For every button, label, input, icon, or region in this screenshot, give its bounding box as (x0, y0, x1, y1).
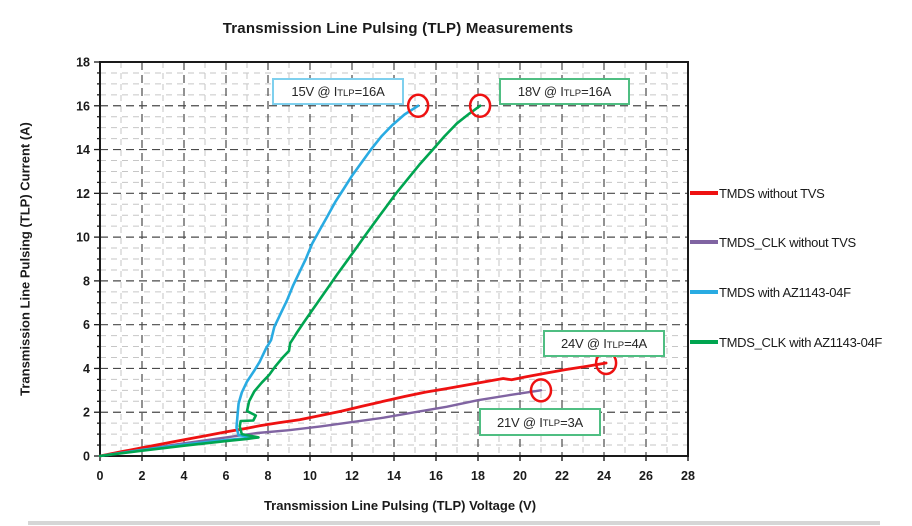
x-tick-label: 6 (223, 469, 230, 483)
series-line (98, 389, 543, 458)
annotation-text: TLP (606, 339, 625, 351)
x-axis-label: Transmission Line Pulsing (TLP) Voltage … (263, 498, 537, 513)
x-tick-label: 18 (471, 469, 485, 483)
annotation-text: =4A (624, 336, 648, 351)
y-tick-label: 6 (83, 318, 90, 332)
x-tick-label: 10 (303, 469, 317, 483)
bottom-divider (28, 521, 880, 525)
legend-swatch (690, 290, 718, 294)
annotation-text: =16A (354, 84, 385, 99)
annotation-text: 24V @ I (560, 336, 607, 351)
endpoint-marker-circle (529, 378, 553, 403)
endpoint-marker-circle (468, 93, 492, 119)
annotation-text: TLP (563, 87, 582, 99)
legend-label: TMDS without TVS (719, 185, 825, 201)
annotation-callout: 15V @ I TLP =16A (272, 78, 404, 105)
x-tick-label: 20 (513, 469, 527, 483)
annotation-text: 21V @ I (496, 414, 543, 430)
annotation-callout: 21V @ I TLP =3A (479, 408, 601, 436)
y-tick-label: 18 (76, 56, 90, 70)
y-tick-label: 14 (76, 143, 90, 157)
legend-item: TMDS without TVS (690, 183, 825, 203)
legend-item: TMDS_CLK without TVS (690, 232, 856, 252)
endpoint-marker-circle (406, 93, 430, 119)
legend-item: TMDS_CLK with AZ1143-04F (690, 332, 882, 352)
y-tick-label: 2 (83, 406, 90, 420)
y-tick-label: 8 (83, 274, 90, 288)
x-tick-label: 14 (387, 469, 401, 483)
annotation-text: 15V @ I (291, 84, 338, 99)
x-tick-label: 26 (639, 469, 653, 483)
x-tick-label: 8 (265, 469, 272, 483)
x-tick-label: 24 (597, 469, 611, 483)
annotation-callout: 24V @ I TLP =4A (543, 330, 665, 357)
legend-swatch (690, 191, 718, 195)
series-line (98, 104, 482, 458)
chart-title: Transmission Line Pulsing (TLP) Measurem… (222, 20, 574, 37)
x-tick-label: 0 (97, 469, 104, 483)
legend-label: TMDS_CLK without TVS (719, 234, 856, 250)
series-line (98, 361, 608, 458)
annotation-text: TLP (542, 418, 561, 429)
y-tick-label: 16 (76, 99, 90, 113)
annotation-text: 18V @ I (517, 84, 564, 99)
x-tick-label: 4 (181, 469, 188, 483)
y-tick-label: 12 (76, 187, 90, 201)
legend-item: TMDS with AZ1143-04F (690, 282, 851, 302)
x-tick-label: 16 (429, 469, 443, 483)
annotation-text: =16A (581, 84, 612, 99)
y-tick-label: 0 (83, 450, 90, 464)
legend-label: TMDS with AZ1143-04F (719, 284, 851, 300)
y-tick-label: 10 (76, 231, 90, 245)
y-tick-label: 4 (83, 362, 90, 376)
legend-swatch (690, 240, 718, 244)
annotation-callout: 18V @ I TLP =16A (499, 78, 630, 105)
x-tick-label: 12 (345, 469, 359, 483)
x-tick-label: 2 (139, 469, 146, 483)
annotation-text: TLP (337, 87, 355, 99)
annotation-text: =3A (560, 414, 584, 430)
x-tick-label: 28 (681, 469, 695, 483)
legend-label: TMDS_CLK with AZ1143-04F (719, 334, 883, 350)
legend-swatch (690, 340, 718, 344)
x-tick-label: 22 (555, 469, 569, 483)
